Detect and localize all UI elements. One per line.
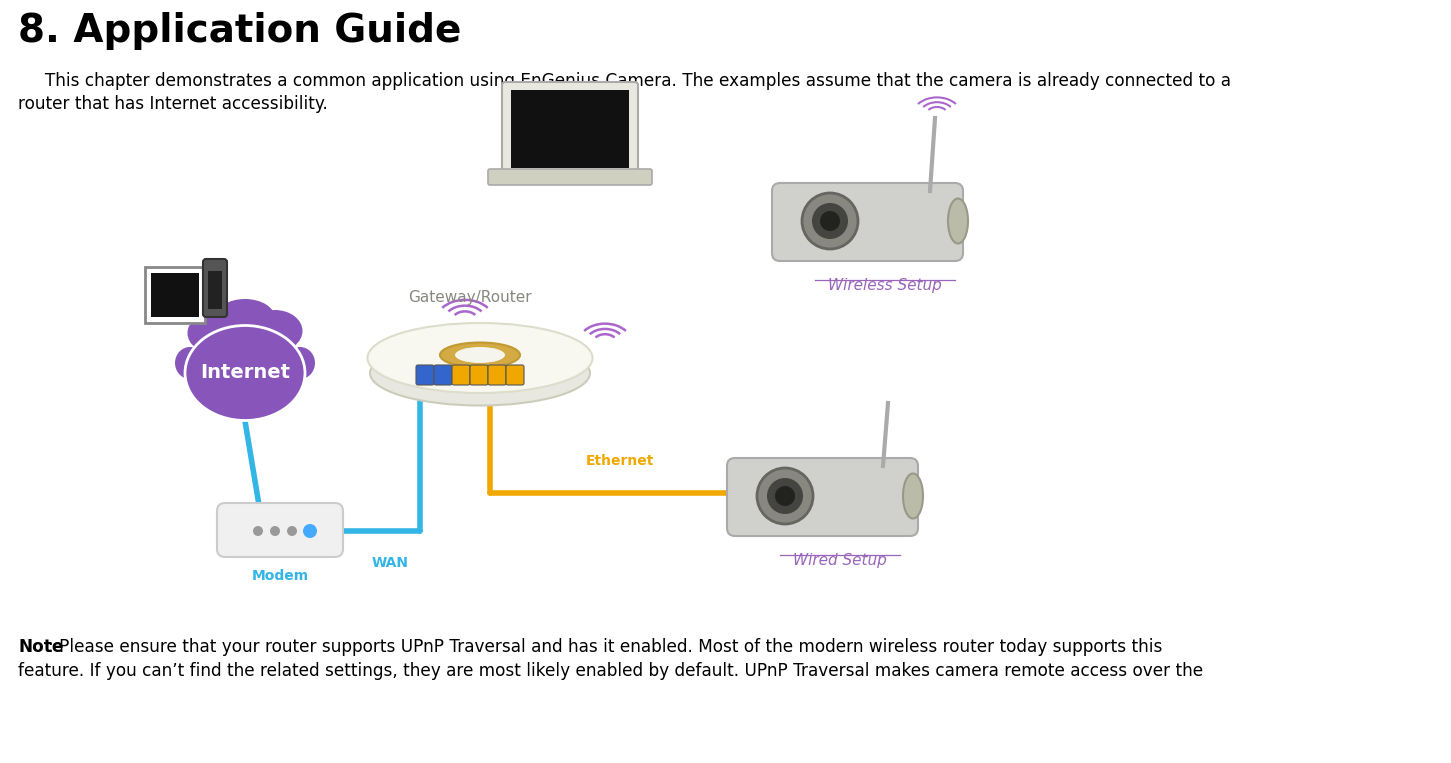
Ellipse shape	[187, 312, 242, 354]
Ellipse shape	[284, 347, 315, 379]
FancyBboxPatch shape	[434, 365, 453, 385]
Text: WAN: WAN	[371, 556, 409, 570]
Text: feature. If you can’t find the related settings, they are most likely enabled by: feature. If you can’t find the related s…	[17, 662, 1203, 680]
Ellipse shape	[248, 310, 302, 352]
FancyBboxPatch shape	[453, 365, 470, 385]
FancyBboxPatch shape	[145, 267, 205, 323]
Text: Ethernet: Ethernet	[586, 454, 654, 468]
FancyBboxPatch shape	[203, 259, 226, 317]
Text: Gateway/Router: Gateway/Router	[408, 290, 533, 305]
FancyBboxPatch shape	[502, 82, 638, 176]
Ellipse shape	[440, 343, 519, 368]
Text: 8. Application Guide: 8. Application Guide	[17, 12, 461, 50]
Ellipse shape	[176, 347, 205, 379]
Ellipse shape	[367, 323, 592, 393]
Text: Note: Note	[17, 638, 64, 656]
Text: Modem: Modem	[251, 569, 309, 583]
Ellipse shape	[903, 474, 923, 519]
Circle shape	[252, 526, 263, 536]
Circle shape	[820, 211, 840, 231]
FancyBboxPatch shape	[218, 503, 342, 557]
Circle shape	[775, 486, 795, 506]
Text: : Please ensure that your router supports UPnP Traversal and has it enabled. Mos: : Please ensure that your router support…	[48, 638, 1162, 656]
Text: Wired Setup: Wired Setup	[794, 553, 887, 568]
FancyBboxPatch shape	[506, 365, 524, 385]
FancyBboxPatch shape	[772, 183, 963, 261]
FancyBboxPatch shape	[488, 365, 506, 385]
Circle shape	[757, 468, 813, 524]
Circle shape	[287, 526, 297, 536]
Text: Wireless Setup: Wireless Setup	[829, 278, 942, 293]
Circle shape	[768, 478, 802, 514]
FancyBboxPatch shape	[416, 365, 434, 385]
Circle shape	[802, 193, 858, 249]
Text: router that has Internet accessibility.: router that has Internet accessibility.	[17, 95, 328, 113]
Circle shape	[270, 526, 280, 536]
Ellipse shape	[184, 326, 305, 420]
FancyBboxPatch shape	[470, 365, 488, 385]
FancyBboxPatch shape	[727, 458, 918, 536]
Text: Internet: Internet	[200, 363, 290, 382]
FancyBboxPatch shape	[207, 271, 222, 309]
Text: This chapter demonstrates a common application using EnGenius Camera. The exampl: This chapter demonstrates a common appli…	[17, 72, 1230, 90]
Ellipse shape	[370, 340, 591, 405]
Ellipse shape	[456, 347, 505, 363]
Circle shape	[813, 203, 847, 239]
Ellipse shape	[215, 299, 276, 337]
FancyBboxPatch shape	[488, 169, 651, 185]
Ellipse shape	[948, 198, 968, 243]
Circle shape	[303, 524, 316, 538]
FancyBboxPatch shape	[151, 273, 199, 317]
FancyBboxPatch shape	[511, 90, 628, 168]
